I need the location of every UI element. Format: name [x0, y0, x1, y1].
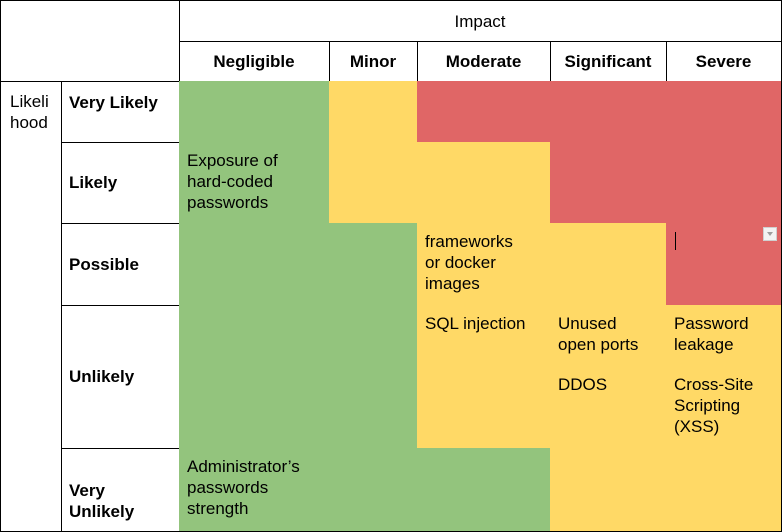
cell-possible-severe-active[interactable]: [666, 223, 782, 306]
cell-likely-moderate[interactable]: [417, 142, 551, 224]
cell-unlikely-minor[interactable]: [329, 305, 418, 449]
cell-very-unlikely-significant[interactable]: [550, 448, 667, 532]
corner-cell: [0, 0, 180, 82]
cell-very-unlikely-negligible[interactable]: Administrator’s passwords strength: [179, 448, 330, 532]
cell-possible-minor[interactable]: [329, 223, 418, 306]
cell-unlikely-moderate[interactable]: SQL injection: [417, 305, 551, 449]
cell-unlikely-significant-b[interactable]: DDOS: [550, 366, 667, 449]
cell-possible-negligible[interactable]: [179, 223, 330, 306]
cell-very-unlikely-moderate[interactable]: [417, 448, 551, 532]
row-unlikely: Unlikely: [61, 305, 180, 449]
impact-header: Impact: [179, 0, 782, 42]
cell-unlikely-negligible[interactable]: [179, 305, 330, 449]
cell-dropdown-icon[interactable]: [763, 227, 777, 241]
cell-unlikely-severe-a[interactable]: Password leakage: [666, 305, 782, 367]
cell-very-unlikely-minor[interactable]: [329, 448, 418, 532]
cell-very-likely-severe[interactable]: [666, 81, 782, 143]
text-cursor: [675, 232, 676, 250]
cell-likely-negligible[interactable]: Exposure of hard-coded passwords: [179, 142, 330, 224]
col-negligible: Negligible: [179, 41, 330, 82]
col-severe: Severe: [666, 41, 782, 82]
cell-likely-significant[interactable]: [550, 142, 667, 224]
likelihood-label: Likeli hood: [0, 81, 62, 532]
row-possible: Possible: [61, 223, 180, 306]
col-minor: Minor: [329, 41, 418, 82]
row-very-likely: Very Likely: [61, 81, 180, 143]
cell-very-likely-significant[interactable]: [550, 81, 667, 143]
row-likely: Likely: [61, 142, 180, 224]
cell-likely-minor[interactable]: [329, 142, 418, 224]
cell-unlikely-severe-b[interactable]: Cross-Site Scripting (XSS): [666, 366, 782, 449]
cell-very-unlikely-severe[interactable]: [666, 448, 782, 532]
cell-likely-severe[interactable]: [666, 142, 782, 224]
col-moderate: Moderate: [417, 41, 551, 82]
cell-possible-significant[interactable]: [550, 223, 667, 306]
cell-very-likely-negligible[interactable]: [179, 81, 330, 143]
cell-possible-moderate[interactable]: frameworks or docker images: [417, 223, 551, 306]
cell-very-likely-moderate[interactable]: [417, 81, 551, 143]
col-significant: Significant: [550, 41, 667, 82]
cell-very-likely-minor[interactable]: [329, 81, 418, 143]
cell-unlikely-significant-a[interactable]: Unused open ports: [550, 305, 667, 367]
row-very-unlikely: Very Unlikely: [61, 448, 180, 532]
